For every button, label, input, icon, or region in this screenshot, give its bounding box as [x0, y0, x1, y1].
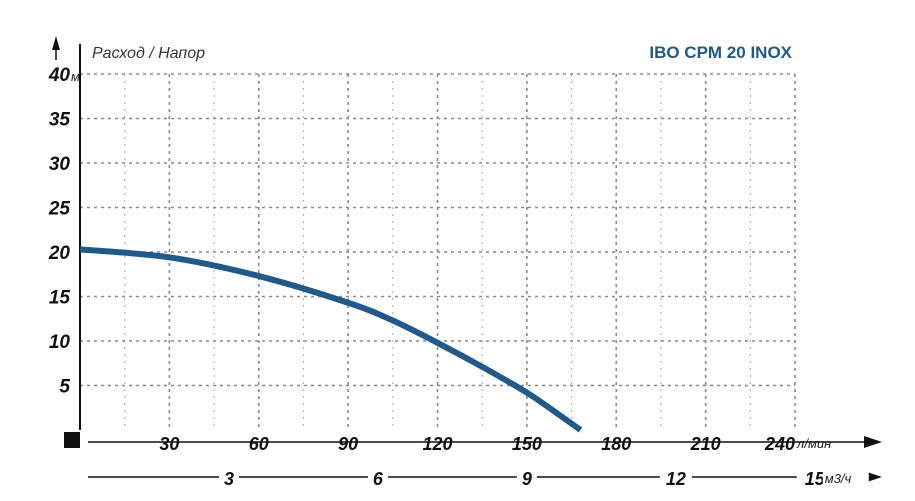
- x2-unit-background: [822, 467, 869, 487]
- y-tick-label: 5: [59, 377, 70, 398]
- x-tick-label: 30: [159, 434, 179, 454]
- x-tick-label: 90: [338, 434, 358, 454]
- x-tick-label: 180: [601, 434, 631, 454]
- performance-curve: [79, 246, 583, 433]
- performance-curve-layer: [79, 246, 583, 433]
- y-tick-label: 30: [49, 154, 71, 175]
- x-tick-label: 240: [764, 434, 795, 454]
- x-tick-label: 150: [512, 434, 542, 454]
- chart-grid: [80, 73, 796, 430]
- y-tick-label: 25: [48, 199, 71, 220]
- y-tick-label: 15: [49, 288, 71, 309]
- y-axis-arrow-icon: [52, 36, 60, 50]
- x2-tick-label: 3: [224, 469, 234, 489]
- x2-tick-background: [367, 467, 388, 487]
- x2-tick-background: [796, 467, 829, 487]
- chart-title: IBO CPM 20 INOX: [649, 43, 792, 62]
- x2-tick-label: 15: [805, 469, 826, 489]
- y-axis-title: Расход / Напор: [92, 45, 205, 62]
- x-tick-label: 120: [422, 434, 452, 454]
- y-tick-label: 40: [48, 65, 71, 86]
- x2-tick-label: 12: [666, 469, 686, 489]
- x-axis-arrow-icon: [864, 436, 882, 448]
- x2-tick-label: 9: [522, 469, 532, 489]
- x2-tick-background: [659, 467, 692, 487]
- x2-tick-background: [516, 467, 537, 487]
- y-unit-label: м: [71, 69, 80, 84]
- y-tick-label: 10: [49, 332, 71, 353]
- x2-tick-label: 6: [373, 469, 384, 489]
- x2-tick-background: [218, 467, 239, 487]
- origin-marker-icon: [64, 432, 80, 448]
- y-tick-label: 20: [48, 243, 71, 264]
- x2-unit-label: м3/ч: [825, 471, 852, 486]
- y-tick-label: 35: [49, 110, 71, 131]
- x-unit-label: л/мин: [796, 436, 831, 451]
- chart-labels: Расход / Напор IBO CPM 20 INOX 5 10 15 20 25…: [48, 43, 869, 489]
- x-tick-label: 60: [249, 434, 269, 454]
- x-tick-label: 210: [690, 434, 721, 454]
